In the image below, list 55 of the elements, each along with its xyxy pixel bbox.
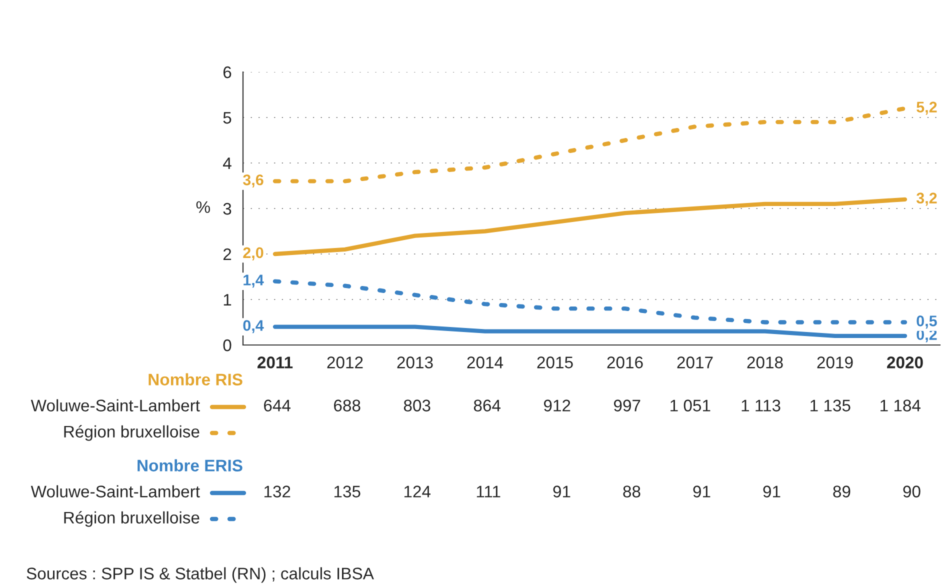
y-tick-label: 1 (224, 294, 232, 306)
x-tick-label: 2012 (327, 356, 363, 368)
x-tick-label: 2019 (817, 356, 853, 368)
x-tick-label: 2013 (397, 356, 433, 368)
text: 89 (833, 486, 850, 498)
y-tick-label: 6 (223, 66, 232, 78)
y-axis-title: % (196, 201, 210, 213)
text: 91 (553, 486, 570, 498)
text: 1 113 (742, 400, 780, 412)
legend-label: Région bruxelloise (64, 511, 200, 527)
x-tick-label: 2014 (467, 356, 504, 368)
text: 90 (903, 486, 920, 498)
x-tick-label: 2015 (537, 356, 573, 368)
y-tick-label: 3 (223, 202, 232, 215)
text: 644 (264, 400, 291, 412)
legend-label: Woluwe-Saint-Lambert (30, 399, 200, 412)
text: 688 (334, 400, 360, 412)
source-note: Sources : SPP IS & Statbel (RN) ; calculs IBSA (26, 567, 374, 583)
x-tick-label: 2011 (257, 356, 293, 368)
legend-label: Woluwe-Saint-Lambert (30, 485, 200, 498)
text: 912 (544, 400, 570, 412)
data-label: 1,4 (244, 274, 264, 288)
text: 135 (334, 486, 360, 498)
line-series (272, 197, 908, 256)
text: 91 (763, 486, 780, 498)
text: 1 051 (670, 400, 710, 412)
y-tick-label: 5 (223, 112, 232, 124)
data-label: 3,6 (242, 174, 264, 188)
data-label: 0,4 (243, 320, 264, 334)
text: 132 (264, 486, 290, 498)
x-tick-label: 2018 (747, 356, 783, 368)
legend-label: Région bruxelloise (64, 425, 200, 441)
line-series (272, 279, 908, 324)
y-tick-label: 4 (223, 158, 232, 170)
text: 1 184 (880, 400, 921, 412)
text: Nombre RIS (148, 373, 242, 386)
text: 864 (474, 400, 501, 412)
data-label: 3,2 (916, 192, 937, 206)
y-tick-label: 2 (223, 248, 232, 260)
line-series (272, 106, 908, 184)
text: Nombre ERIS (138, 459, 242, 472)
text: 997 (614, 400, 640, 412)
x-tick-label: 2017 (677, 356, 713, 368)
text: 1 135 (810, 400, 850, 412)
text: 91 (693, 486, 710, 498)
data-label: 2,0 (243, 247, 264, 260)
x-tick-label: 2020 (887, 356, 923, 368)
data-label: 5,2 (916, 102, 937, 115)
text: 124 (404, 486, 431, 498)
text: 88 (623, 486, 640, 498)
text: 111 (476, 486, 500, 498)
x-tick-label: 2016 (607, 356, 643, 368)
y-tick-label: 0 (223, 339, 232, 352)
data-label: 0,5 (916, 316, 937, 329)
text: 803 (404, 400, 430, 412)
